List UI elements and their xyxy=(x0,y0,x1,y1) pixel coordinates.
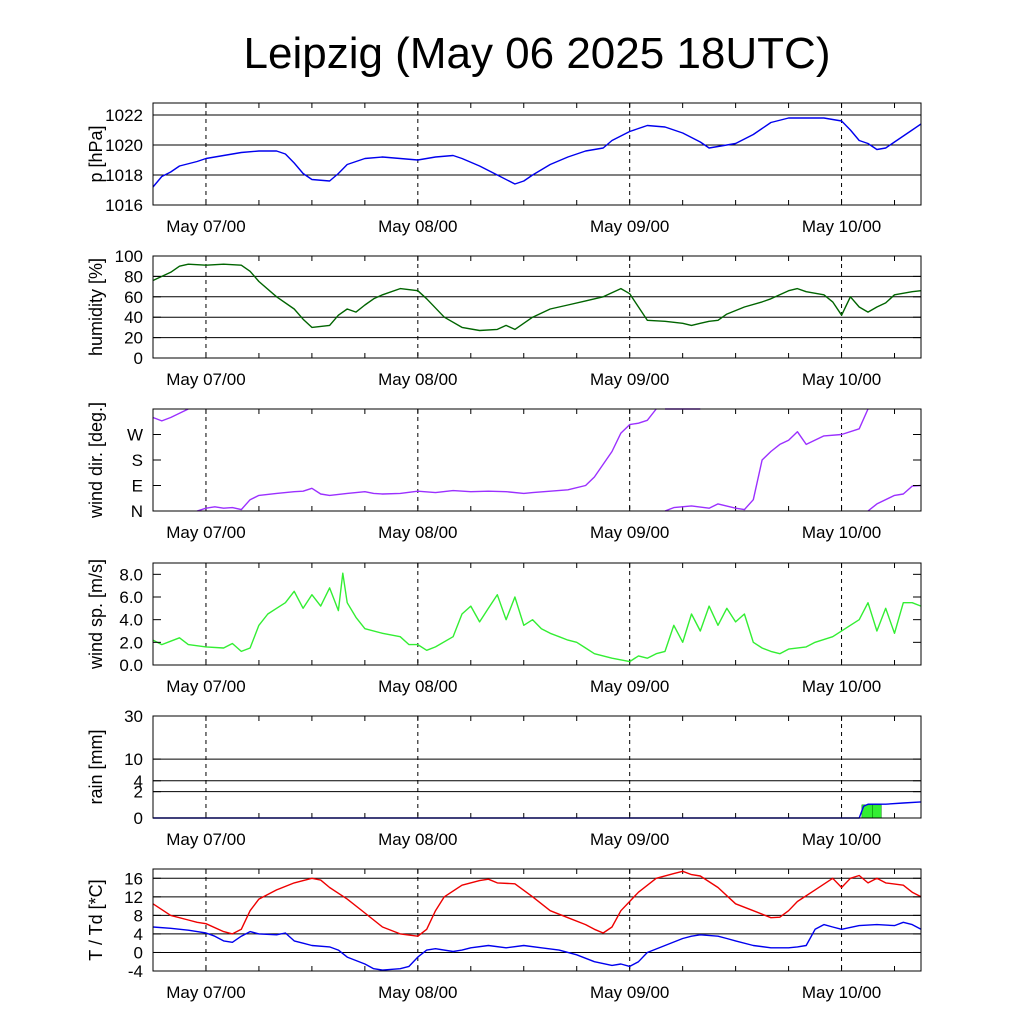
y-tick-label: 12 xyxy=(124,888,143,907)
y-tick-label: 10 xyxy=(124,750,143,769)
rain-axis-label: rain [mm] xyxy=(86,729,106,804)
y-tick-label: 16 xyxy=(124,869,143,888)
x-tick-label: May 10/00 xyxy=(802,217,881,236)
x-tick-label: May 09/00 xyxy=(590,523,669,542)
wind-speed-line xyxy=(152,572,922,663)
x-tick-label: May 08/00 xyxy=(378,830,457,849)
wind-dir-line xyxy=(196,408,657,512)
y-tick-label: -4 xyxy=(128,962,143,981)
x-tick-label: May 09/00 xyxy=(590,830,669,849)
rain-panel: 0 24 10 30 May 07/00 May 08/00 May 09/00 May 10… xyxy=(86,707,922,849)
y-tick-label: 8.0 xyxy=(119,565,143,584)
y-tick-label: 1020 xyxy=(105,136,143,155)
y-tick-label: 2 xyxy=(134,783,143,802)
y-tick-label: 0 xyxy=(134,943,143,962)
y-tick-label: 4 xyxy=(134,772,143,791)
y-tick-label: 1022 xyxy=(105,106,143,125)
x-tick-label: May 10/00 xyxy=(802,523,881,542)
wind-speed-axis-label: wind sp. [m/s] xyxy=(86,559,106,670)
dewpoint-line xyxy=(152,921,922,971)
wind-dir-axis-label: wind dir. [deg.] xyxy=(86,402,106,519)
x-tick-label: May 07/00 xyxy=(166,217,245,236)
y-tick-label: 4 xyxy=(134,925,143,944)
y-tick-label: E xyxy=(132,477,143,496)
y-tick-label: 0 xyxy=(134,349,143,368)
x-tick-label: May 08/00 xyxy=(378,523,457,542)
x-tick-label: May 08/00 xyxy=(378,677,457,696)
x-tick-label: May 08/00 xyxy=(378,983,457,1002)
y-tick-label: 2.0 xyxy=(119,633,143,652)
x-tick-label: May 10/00 xyxy=(802,370,881,389)
humidity-frame xyxy=(152,255,922,359)
y-tick-label: N xyxy=(131,502,143,521)
wind-dir-line xyxy=(152,408,189,422)
pressure-frame xyxy=(152,102,922,206)
wind-speed-frame xyxy=(152,562,922,666)
pressure-line xyxy=(152,117,922,188)
y-tick-label: 80 xyxy=(124,267,143,286)
x-tick-label: May 10/00 xyxy=(802,677,881,696)
y-tick-label: W xyxy=(127,426,143,445)
y-tick-label: 6.0 xyxy=(119,588,143,607)
y-tick-label: 40 xyxy=(124,308,143,327)
y-tick-label: 1016 xyxy=(105,196,143,215)
x-tick-label: May 07/00 xyxy=(166,370,245,389)
temperature-line xyxy=(152,870,922,937)
x-tick-label: May 10/00 xyxy=(802,830,881,849)
y-tick-label: 4.0 xyxy=(119,611,143,630)
x-tick-label: May 07/00 xyxy=(166,830,245,849)
humidity-line xyxy=(152,263,922,332)
y-tick-label: 100 xyxy=(115,247,143,266)
x-tick-label: May 10/00 xyxy=(802,983,881,1002)
chart-title: Leipzig (May 06 2025 18UTC) xyxy=(244,29,831,78)
temperature-axis-label: T / Td [*C] xyxy=(86,879,106,960)
wind-speed-panel: 0.0 2.0 4.0 6.0 8.0 May 07/00 May 08/00 May 09/… xyxy=(86,559,922,696)
rain-total-line xyxy=(153,801,922,819)
x-tick-label: May 09/00 xyxy=(590,983,669,1002)
humidity-axis-label: humidity [%] xyxy=(86,258,106,356)
y-tick-label: 8 xyxy=(134,906,143,925)
x-tick-label: May 07/00 xyxy=(166,677,245,696)
y-tick-label: 20 xyxy=(124,329,143,348)
y-tick-label: S xyxy=(132,451,143,470)
x-tick-label: May 07/00 xyxy=(166,983,245,1002)
y-tick-label: 0.0 xyxy=(119,656,143,675)
x-tick-label: May 07/00 xyxy=(166,523,245,542)
x-tick-label: May 09/00 xyxy=(590,677,669,696)
y-tick-label: 1018 xyxy=(105,166,143,185)
x-tick-label: May 09/00 xyxy=(590,217,669,236)
rain-bar xyxy=(872,804,882,819)
rain-frame xyxy=(152,715,922,819)
x-tick-label: May 08/00 xyxy=(378,370,457,389)
y-tick-label: 0 xyxy=(134,809,143,828)
temperature-frame xyxy=(152,868,922,972)
y-tick-label: 60 xyxy=(124,288,143,307)
pressure-panel: 1016 1018 1020 1022 May 07/00 May 08/00 May 09… xyxy=(86,102,922,236)
pressure-axis-label: p [hPa] xyxy=(86,125,106,182)
x-tick-label: May 09/00 xyxy=(590,370,669,389)
y-tick-label: 30 xyxy=(124,707,143,726)
x-tick-label: May 08/00 xyxy=(378,217,457,236)
wind-dir-line xyxy=(664,408,869,512)
wind-dir-frame xyxy=(152,408,922,512)
